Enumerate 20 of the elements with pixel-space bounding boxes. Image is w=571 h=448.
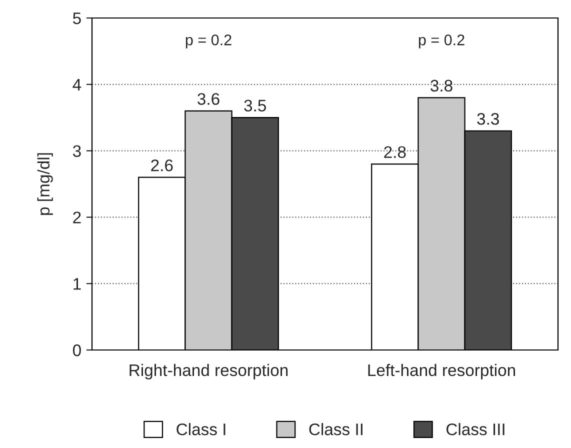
- data-label: 3.5: [244, 100, 266, 112]
- x-tick-label: Right-hand resorption: [130, 364, 288, 380]
- y-tick-label: 0: [72, 344, 81, 356]
- legend-label: Class II: [309, 423, 362, 436]
- data-label: 3.3: [477, 113, 499, 125]
- legend-label: Class I: [176, 423, 226, 436]
- y-tick-label: 4: [72, 78, 82, 90]
- y-tick-label: 5: [72, 12, 81, 24]
- y-tick-label: 3: [72, 145, 81, 158]
- data-label: 2.8: [384, 146, 406, 158]
- data-label: 2.6: [151, 159, 173, 172]
- y-axis-title: p [mg/dl]: [37, 153, 53, 215]
- annotation: p = 0.2: [186, 34, 232, 48]
- y-tick-label: 1: [74, 278, 81, 290]
- annotation: p = 0.2: [418, 34, 464, 48]
- legend-label: Class III: [446, 423, 504, 436]
- x-tick-label: Left-hand resorption: [368, 364, 516, 380]
- data-label: 3.6: [198, 93, 220, 105]
- y-tick-label: 2: [73, 212, 81, 224]
- data-label: 3.8: [430, 80, 452, 92]
